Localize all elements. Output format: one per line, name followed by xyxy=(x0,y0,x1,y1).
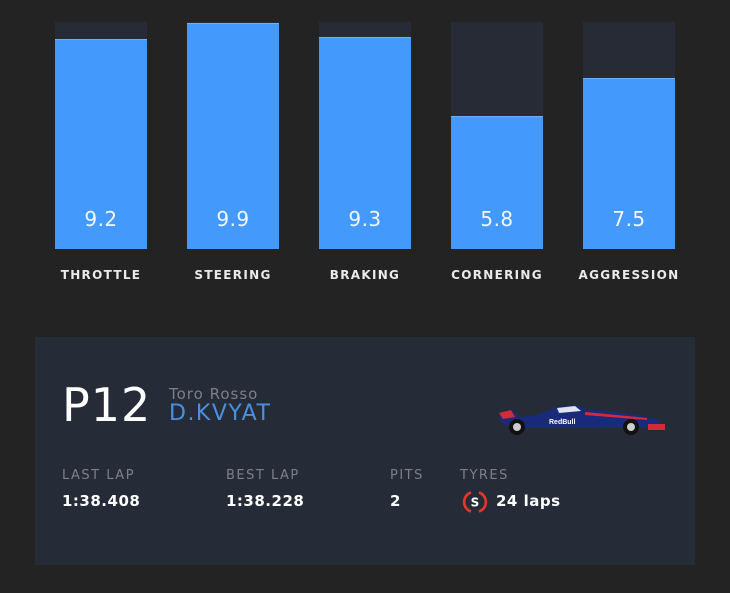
category-label-aggression: AGGRESSION xyxy=(578,268,680,282)
category-label-cornering: CORNERING xyxy=(451,268,543,282)
bar-track-aggression: 7.5 xyxy=(583,22,675,249)
tyres-label: TYRES xyxy=(460,468,509,483)
bar-track-braking: 9.3 xyxy=(319,22,411,249)
bar-braking: 9.3 xyxy=(319,37,411,249)
f1-car-icon: RedBull xyxy=(499,405,665,435)
bar-cornering: 5.8 xyxy=(451,116,543,249)
category-label-steering: STEERING xyxy=(194,268,272,282)
category-label-braking: BRAKING xyxy=(329,268,401,282)
bar-track-throttle: 9.2 xyxy=(55,22,147,249)
position: P12 xyxy=(62,378,152,432)
bar-value-label: 5.8 xyxy=(480,207,514,231)
last-lap-value: 1:38.408 xyxy=(62,492,141,510)
soft-tyre-icon: S xyxy=(462,491,488,513)
bar-aggression: 7.5 xyxy=(583,78,675,249)
tyres-value: 24 laps xyxy=(496,492,561,510)
driver-card: P12 Toro Rosso D.KVYAT RedBull LAST LAP … xyxy=(35,337,695,565)
bar-steering: 9.9 xyxy=(187,23,279,249)
bar-value-label: 7.5 xyxy=(612,207,646,231)
bar-value-label: 9.9 xyxy=(216,207,250,231)
category-label-throttle: THROTTLE xyxy=(60,268,142,282)
bar-throttle: 9.2 xyxy=(55,39,147,249)
bar-value-label: 9.2 xyxy=(84,207,118,231)
bar-track-steering: 9.9 xyxy=(187,22,279,249)
driver-name: D.KVYAT xyxy=(169,401,272,426)
team-name: Toro Rosso xyxy=(169,385,259,403)
best-lap-label: BEST LAP xyxy=(226,468,300,483)
svg-text:RedBull: RedBull xyxy=(549,419,576,426)
last-lap-label: LAST LAP xyxy=(62,468,136,483)
bar-value-label: 9.3 xyxy=(348,207,382,231)
pits-value: 2 xyxy=(390,492,401,510)
best-lap-value: 1:38.228 xyxy=(226,492,305,510)
tyre-compound: S xyxy=(471,496,480,510)
bar-track-cornering: 5.8 xyxy=(451,22,543,249)
pits-label: PITS xyxy=(390,468,424,483)
